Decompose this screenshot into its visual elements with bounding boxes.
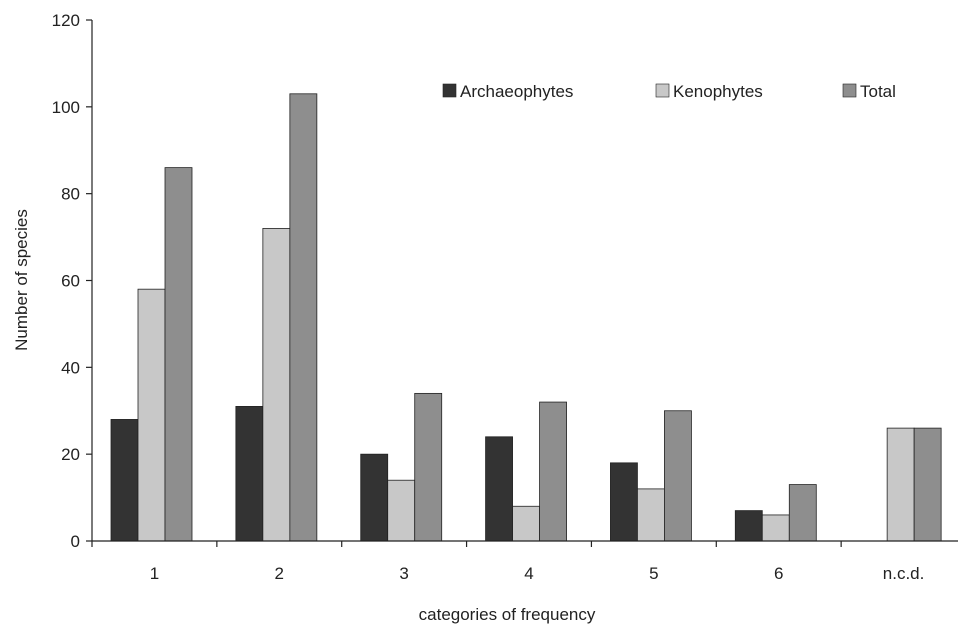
bar-total-5 — [664, 410, 692, 542]
bar-total-4 — [539, 401, 567, 542]
bar-kenophytes-2 — [262, 227, 291, 542]
legend-label-kenophytes: Kenophytes — [673, 82, 763, 101]
bar-total-ncd — [913, 427, 942, 542]
bar-kenophytes-6 — [761, 514, 790, 542]
bar-kenophytes-4 — [512, 505, 540, 542]
x-tick-label: n.c.d. — [883, 564, 925, 583]
x-tick-label: 3 — [399, 564, 408, 583]
x-ticks-group: 1 2 3 4 5 6 n.c.d. — [91, 541, 925, 583]
y-tick-label: 80 — [61, 185, 80, 204]
bars-group — [110, 93, 942, 542]
y-tick-label: 100 — [52, 98, 80, 117]
bar-kenophytes-5 — [637, 488, 665, 542]
y-tick-label: 20 — [61, 445, 80, 464]
bar-archaeophytes-6 — [734, 510, 763, 542]
bar-total-1 — [164, 167, 193, 542]
y-tick-label: 60 — [61, 272, 80, 291]
bar-archaeophytes-2 — [235, 406, 264, 542]
bar-total-6 — [788, 484, 817, 542]
legend: Archaeophytes Kenophytes Total — [442, 82, 896, 101]
bar-archaeophytes-5 — [610, 462, 638, 542]
x-axis-title: categories of frequency — [419, 605, 596, 624]
y-tick-label: 120 — [52, 11, 80, 30]
y-tick-label: 0 — [71, 532, 80, 551]
legend-swatch-kenophytes — [655, 83, 670, 98]
bar-kenophytes-3 — [387, 479, 416, 542]
y-axis-title: Number of species — [12, 209, 31, 351]
bar-archaeophytes-3 — [360, 453, 389, 542]
bar-kenophytes-ncd — [886, 427, 915, 542]
legend-label-archaeophytes: Archaeophytes — [460, 82, 573, 101]
bar-archaeophytes-1 — [110, 419, 139, 542]
y-ticks-group: 0 20 40 60 80 100 120 — [52, 11, 92, 551]
x-tick-label: 6 — [774, 564, 783, 583]
x-tick-label: 4 — [524, 564, 533, 583]
bar-total-3 — [414, 392, 443, 542]
bar-archaeophytes-4 — [485, 436, 513, 542]
legend-swatch-total — [842, 83, 857, 98]
bar-total-2 — [289, 93, 318, 542]
bar-kenophytes-1 — [137, 288, 166, 542]
x-tick-label: 2 — [275, 564, 284, 583]
y-tick-label: 40 — [61, 358, 80, 377]
legend-swatch-archaeophytes — [442, 83, 457, 98]
x-tick-label: 1 — [150, 564, 159, 583]
legend-label-total: Total — [860, 82, 896, 101]
x-tick-label: 5 — [649, 564, 658, 583]
